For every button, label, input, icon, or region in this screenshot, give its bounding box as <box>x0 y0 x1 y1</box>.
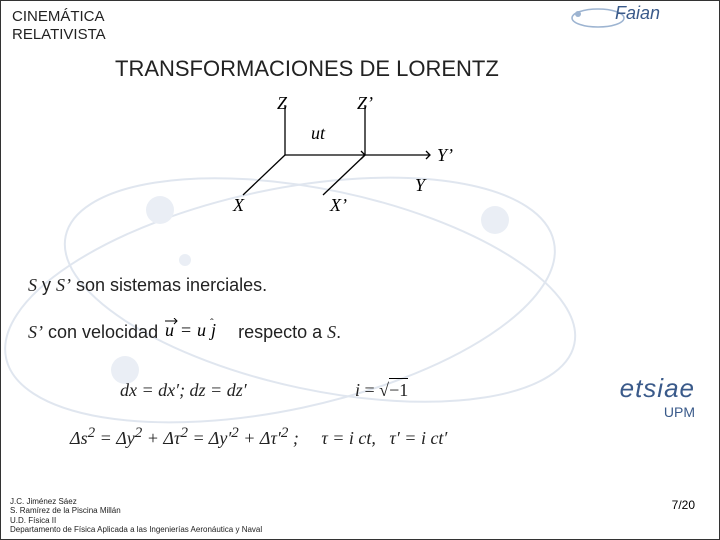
eq-ds: Δs2 = Δy2 + Δτ2 = Δy′2 + Δτ′2 ; τ = i ct… <box>70 425 447 449</box>
label-Xp: X’ <box>330 195 347 216</box>
frames-svg <box>215 95 475 245</box>
page-number: 7/20 <box>672 498 695 512</box>
svg-text:u: u <box>197 320 206 340</box>
txt-dot: . <box>336 322 341 342</box>
svg-text:u: u <box>165 320 174 340</box>
footer-l1: J.C. Jiménez Sáez <box>10 497 262 506</box>
txt-vel: con velocidad <box>43 322 163 342</box>
label-Z: Z <box>277 93 287 114</box>
sym-S: S <box>28 275 37 295</box>
sym-Sp: S’ <box>56 275 71 295</box>
label-X: X <box>233 195 244 216</box>
logo-faian-text: Faian <box>615 3 660 23</box>
label-Y: Y <box>415 175 425 196</box>
body-line2: S’ con velocidad u = u j ˆ respecto a S. <box>28 318 341 344</box>
label-ut: ut <box>311 123 325 144</box>
slide-title: TRANSFORMACIONES DE LORENTZ <box>115 56 499 82</box>
label-Zp: Z’ <box>357 93 373 114</box>
eq-i: i = √−1 <box>355 380 408 401</box>
header-line2: RELATIVISTA <box>12 26 106 44</box>
eq-dxdz: dx = dx′; dz = dz′ <box>120 380 247 401</box>
header-line1: CINEMÁTICA <box>12 8 106 26</box>
logo-upm-text: UPM <box>620 404 695 420</box>
footer-l2: S. Ramírez de la Piscina Millán <box>10 506 262 515</box>
svg-text:=: = <box>181 320 191 340</box>
footer-l3: U.D. Física II <box>10 516 262 525</box>
body-line1: S y S’ son sistemas inerciales. <box>28 275 267 296</box>
label-Yp: Y’ <box>437 145 453 166</box>
txt-respecto: respecto a <box>238 322 327 342</box>
eq-u: u = u j ˆ <box>163 318 233 344</box>
txt-inercial: son sistemas inerciales. <box>71 275 267 295</box>
logo-etsiae: etsiae UPM <box>620 373 695 420</box>
footer-l4: Departamento de Física Aplicada a las In… <box>10 525 262 534</box>
svg-text:ˆ: ˆ <box>210 318 214 329</box>
logo-etsiae-text: etsiae <box>620 373 695 404</box>
section-header: CINEMÁTICA RELATIVISTA <box>12 8 106 44</box>
sym-S2: S <box>327 322 336 342</box>
footer-credits: J.C. Jiménez Sáez S. Ramírez de la Pisci… <box>10 497 262 534</box>
sym-Sp2: S’ <box>28 322 43 342</box>
logo-faian: Faian <box>570 4 710 32</box>
txt-y: y <box>37 275 56 295</box>
frames-diagram: Z Z’ ut Y’ Y X X’ <box>215 95 475 245</box>
